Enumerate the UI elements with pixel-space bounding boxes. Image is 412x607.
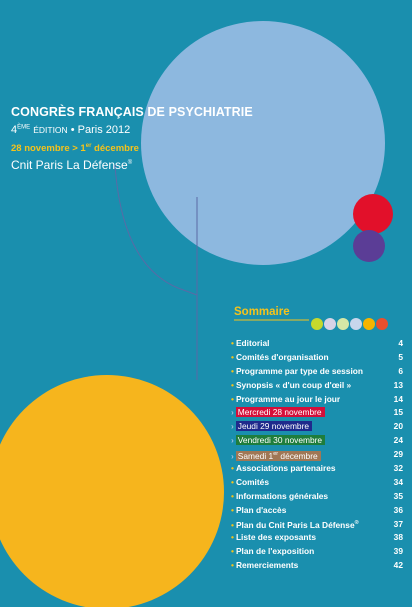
edition-line: 4ème Édition • Paris 2012 [11, 124, 130, 136]
toc-item-label: Programme au jour le jour [235, 393, 341, 404]
toc-item-label: Editorial [235, 338, 270, 348]
toc-item[interactable]: • Programme par type de session 6 [231, 365, 403, 379]
venue-name: Cnit Paris La Défense [11, 158, 128, 172]
toc-item-label: Comités [235, 476, 269, 487]
toc-page-number: 29 [393, 449, 403, 460]
toc-item[interactable]: • Plan du Cnit Paris La Défense® 37 [231, 518, 403, 532]
bullet-icon: • [231, 338, 234, 348]
toc-item[interactable]: • Liste des exposants 38 [231, 531, 403, 545]
toc-item[interactable]: • Plan de l'exposition 39 [231, 545, 403, 559]
toc-item-label: Plan du Cnit Paris La Défense® [235, 520, 359, 531]
toc-item[interactable]: • Synopsis « d'un coup d'œil » 13 [231, 379, 403, 393]
toc-page-number: 4 [398, 338, 403, 348]
toc-item[interactable]: • Comités 34 [231, 476, 403, 490]
toc-item[interactable]: • Comités d'organisation 5 [231, 351, 403, 365]
color-dot [350, 318, 362, 330]
chevron-right-icon: › [231, 435, 234, 446]
sommaire-heading: Sommaire [234, 306, 290, 318]
toc-page-number: 39 [393, 546, 403, 557]
big-blue-circle [141, 21, 385, 265]
toc-item-label: Samedi 1er décembre [235, 450, 321, 461]
table-of-contents: • Editorial 4 • Comités d'organisation 5 • Prog… [231, 337, 403, 573]
bullet-icon: • [231, 520, 234, 531]
color-dot [311, 318, 323, 330]
toc-item-label: Synopsis « d'un coup d'œil » [235, 379, 352, 390]
color-dot [363, 318, 375, 330]
toc-item-label: Associations partenaires [235, 463, 336, 474]
bullet-icon: • [231, 490, 234, 501]
toc-item-label: Remerciements [235, 560, 299, 571]
toc-item-label: Jeudi 29 novembre [235, 421, 313, 432]
color-dot [324, 318, 336, 330]
purple-circle [353, 230, 385, 262]
toc-item-label: Liste des exposants [235, 532, 316, 543]
dates-sup: er [85, 143, 92, 149]
toc-page-number: 5 [398, 351, 403, 362]
bullet-icon: • [231, 365, 234, 376]
toc-page-number: 36 [393, 504, 403, 515]
connector-line [114, 164, 198, 296]
edition-suffix: ème [17, 124, 31, 131]
bullet-icon: • [231, 351, 234, 362]
bullet-icon: • [231, 546, 234, 557]
color-dot [376, 318, 388, 330]
registered-mark: ® [127, 160, 133, 166]
toc-page-number: 35 [393, 490, 403, 501]
bullet-icon: • [231, 463, 234, 474]
toc-item[interactable]: • Associations partenaires 32 [231, 462, 403, 476]
dates-line: 28 novembre > 1er décembre [11, 143, 139, 154]
congress-title: CONGRÈS FRANÇAIS DE PSYCHIATRIE [11, 105, 253, 119]
toc-page-number: 20 [393, 421, 403, 432]
toc-page-number: 24 [393, 435, 403, 446]
red-circle [353, 194, 393, 234]
edition-number: 4 [11, 124, 18, 136]
toc-page-number: 15 [393, 407, 403, 418]
chevron-right-icon: › [231, 421, 234, 432]
toc-item-label: Vendredi 30 novembre [235, 435, 326, 446]
dates-end: décembre [91, 143, 139, 155]
yellow-circle [0, 375, 224, 607]
toc-item-label: Plan de l'exposition [235, 546, 315, 557]
bullet-icon: • [231, 476, 234, 487]
color-dot [337, 318, 349, 330]
toc-item[interactable]: • Programme au jour le jour 14 [231, 393, 403, 407]
bullet-icon: • [231, 560, 234, 571]
toc-item-label: Programme par type de session [235, 365, 364, 376]
toc-page-number: 6 [398, 365, 403, 376]
toc-item-label: Plan d'accès [235, 504, 287, 515]
toc-item[interactable]: › Mercredi 28 novembre 15 [231, 406, 403, 420]
toc-page-number: 32 [393, 463, 403, 474]
toc-item[interactable]: • Plan d'accès 36 [231, 504, 403, 518]
toc-page-number: 13 [393, 379, 403, 390]
toc-page-number: 14 [393, 393, 403, 404]
toc-item[interactable]: › Vendredi 30 novembre 24 [231, 434, 403, 448]
toc-page-number: 34 [393, 476, 403, 487]
toc-item-label: Mercredi 28 novembre [235, 407, 325, 418]
edition-place: • Paris 2012 [70, 124, 131, 136]
color-dots [311, 318, 388, 330]
edition-word: Édition [33, 125, 68, 135]
dates-start: 28 novembre > 1 [11, 143, 86, 155]
chevron-right-icon: › [231, 450, 234, 461]
toc-item[interactable]: • Editorial 4 [231, 337, 403, 351]
toc-item-label: Informations générales [235, 490, 329, 501]
bullet-icon: • [231, 532, 234, 543]
toc-item[interactable]: • Informations générales 35 [231, 490, 403, 504]
toc-item-label: Comités d'organisation [235, 351, 329, 362]
bullet-icon: • [231, 379, 234, 390]
toc-item[interactable]: › Samedi 1er décembre 29 [231, 448, 403, 462]
toc-item[interactable]: • Remerciements 42 [231, 559, 403, 573]
toc-page-number: 37 [393, 518, 403, 529]
toc-page-number: 38 [393, 532, 403, 543]
toc-item[interactable]: › Jeudi 29 novembre 20 [231, 420, 403, 434]
venue-line: Cnit Paris La Défense® [11, 158, 132, 172]
toc-page-number: 42 [393, 560, 403, 571]
bullet-icon: • [231, 504, 234, 515]
bullet-icon: • [231, 393, 234, 404]
chevron-right-icon: › [231, 407, 234, 418]
